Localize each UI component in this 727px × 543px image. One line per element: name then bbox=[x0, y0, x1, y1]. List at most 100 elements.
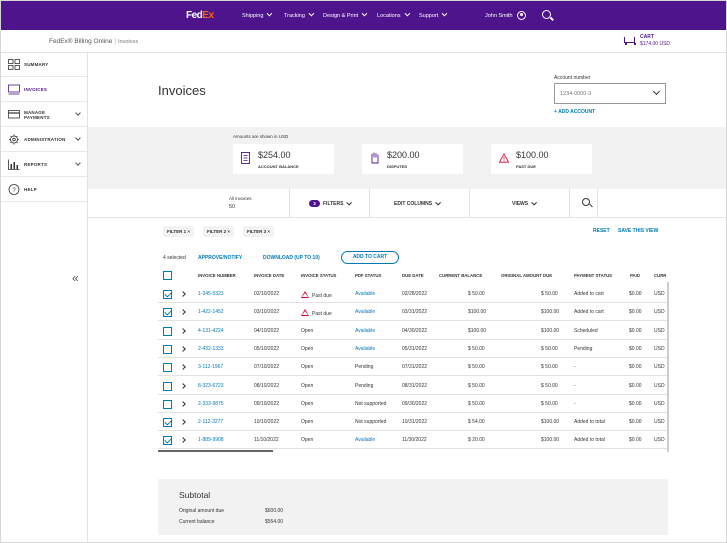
add-to-cart-button[interactable]: ADD TO CART bbox=[341, 251, 399, 264]
horizontal-scroll-indicator[interactable] bbox=[158, 450, 273, 452]
logo-ex: Ex bbox=[202, 10, 214, 21]
breadcrumb-separator: | bbox=[114, 38, 117, 45]
table-row bbox=[158, 322, 668, 340]
invoice-number-link[interactable]: 2-333-9875 bbox=[198, 401, 224, 407]
user-icon[interactable] bbox=[517, 11, 526, 20]
due-date: 02/28/2022 bbox=[402, 291, 427, 297]
fedex-logo[interactable]: FedEx bbox=[186, 10, 214, 21]
invoice-number-link[interactable]: 2-112-3277 bbox=[198, 419, 223, 425]
pdf-status[interactable]: Available bbox=[355, 346, 375, 352]
cart-label[interactable]: CART bbox=[640, 34, 654, 40]
save-view-link[interactable]: SAVE THIS VIEW bbox=[618, 228, 659, 234]
table-row bbox=[158, 431, 668, 449]
chevron-down-icon bbox=[75, 160, 81, 166]
row-checkbox[interactable] bbox=[163, 290, 172, 299]
filter-chip[interactable]: FILTER 1 × bbox=[163, 226, 195, 237]
column-header[interactable]: INVOICE STATUS bbox=[301, 273, 337, 278]
approve-notify-link[interactable]: APPROVE/NOTIFY bbox=[198, 255, 243, 261]
user-menu[interactable]: John Smith bbox=[485, 13, 513, 19]
nav-design-print[interactable]: Design & Print bbox=[323, 10, 368, 19]
invoice-number-link[interactable]: 1-889-9908 bbox=[198, 437, 224, 443]
column-header[interactable]: PDF STATUS bbox=[355, 273, 382, 278]
row-checkbox[interactable] bbox=[163, 327, 172, 336]
collapse-sidebar-icon[interactable]: « bbox=[72, 271, 79, 285]
download-link[interactable]: DOWNLOAD (UP TO 10) bbox=[263, 255, 320, 261]
table-row bbox=[158, 303, 668, 321]
column-header[interactable]: INVOICE NUMBER bbox=[198, 273, 236, 278]
row-checkbox[interactable] bbox=[163, 345, 172, 354]
edit-columns-button[interactable]: EDIT COLUMNS bbox=[394, 199, 441, 207]
column-header[interactable]: DUE DATE bbox=[402, 273, 424, 278]
brand-title[interactable]: FedEx® Billing Online bbox=[49, 38, 113, 45]
row-checkbox[interactable] bbox=[163, 436, 172, 445]
pdf-status-text: Not supported bbox=[355, 419, 387, 425]
table-scrollbar[interactable] bbox=[667, 282, 669, 452]
column-header[interactable]: INVOICE DATE bbox=[254, 273, 285, 278]
filter-chip[interactable]: FILTER 3 × bbox=[243, 226, 275, 237]
payment-status-text: Added to cart bbox=[574, 309, 604, 315]
add-account-link[interactable]: + ADD ACCOUNT bbox=[554, 109, 596, 115]
sidebar-item-reports[interactable]: REPORTS bbox=[1, 153, 87, 177]
pdf-status-text: Pending bbox=[355, 364, 374, 370]
nav-support[interactable]: Support bbox=[419, 10, 448, 19]
invoice-number-link[interactable]: 8-323-6723 bbox=[198, 383, 224, 389]
column-header[interactable]: CURRENT BALANCE bbox=[439, 273, 483, 278]
search-icon[interactable] bbox=[542, 10, 551, 19]
chevron-down-icon bbox=[75, 135, 81, 141]
invoice-number-link[interactable]: 2-432-1333 bbox=[198, 346, 224, 352]
nav-tracking-label: Tracking bbox=[284, 13, 305, 19]
invoice-number-link[interactable]: 1-345-5323 bbox=[198, 291, 224, 297]
invoice-date-text: 11/10/2022 bbox=[254, 437, 279, 443]
row-checkbox[interactable] bbox=[163, 400, 172, 409]
sidebar-item-help[interactable]: ? HELP bbox=[1, 178, 87, 202]
views-button[interactable]: VIEWS bbox=[512, 199, 537, 207]
invoice-number-link[interactable]: 4-131-4224 bbox=[198, 328, 224, 334]
column-header[interactable]: ORIGINAL AMOUNT DUE bbox=[501, 273, 553, 278]
due-date-text: 05/31/2022 bbox=[402, 346, 428, 352]
column-header[interactable]: PAYMENT STATUS bbox=[574, 273, 613, 278]
chevron-down-icon bbox=[361, 10, 368, 17]
currency: USD bbox=[654, 419, 665, 425]
nav-support-label: Support bbox=[419, 13, 439, 19]
filter-count-badge: 3 bbox=[309, 200, 320, 207]
pdf-status[interactable]: Available bbox=[355, 291, 375, 297]
nav-tracking[interactable]: Tracking bbox=[284, 10, 315, 19]
invoice-date: 07/10/2022 bbox=[254, 364, 279, 370]
invoice-number-link[interactable]: 1-422-1452 bbox=[198, 309, 224, 315]
sidebar-item-administration[interactable]: ADMINISTRATION bbox=[1, 128, 87, 152]
reset-link[interactable]: RESET bbox=[593, 228, 610, 234]
payment-status: - bbox=[574, 364, 576, 370]
invoice-number-link-text: 4-131-4224 bbox=[198, 328, 224, 334]
select-all-checkbox[interactable] bbox=[163, 271, 172, 280]
invoice-date: 09/10/2022 bbox=[254, 401, 279, 407]
cart-icon[interactable] bbox=[623, 36, 636, 45]
nav-shipping[interactable]: Shipping bbox=[242, 10, 273, 19]
sidebar-item-summary[interactable]: SUMMARY bbox=[1, 53, 87, 77]
due-date: 03/31/2022 bbox=[402, 309, 427, 315]
column-header[interactable]: PAID bbox=[630, 273, 640, 278]
invoice-number-link-text: 1-889-9908 bbox=[198, 437, 224, 443]
account-number-select[interactable]: 1234-0000-3 bbox=[554, 83, 666, 104]
row-checkbox[interactable] bbox=[163, 308, 172, 317]
sidebar-item-invoices[interactable]: INVOICES bbox=[1, 78, 87, 102]
filter-chip[interactable]: FILTER 2 × bbox=[203, 226, 235, 237]
help-icon: ? bbox=[8, 184, 20, 195]
pdf-status[interactable]: Available bbox=[355, 328, 375, 334]
sidebar-item-manage-payments[interactable]: MANAGE PAYMENTS bbox=[1, 103, 87, 127]
row-checkbox[interactable] bbox=[163, 363, 172, 372]
row-checkbox[interactable] bbox=[163, 418, 172, 427]
table-row bbox=[158, 413, 668, 431]
nav-locations[interactable]: Locations bbox=[377, 10, 410, 19]
pdf-status[interactable]: Available bbox=[355, 437, 375, 443]
paid-amount: $0.00 bbox=[629, 346, 642, 352]
due-date: 11/30/2022 bbox=[402, 437, 427, 443]
pdf-status[interactable]: Available bbox=[355, 309, 375, 315]
divider bbox=[597, 189, 598, 218]
search-icon[interactable] bbox=[582, 198, 590, 206]
filters-button[interactable]: 3 FILTERS bbox=[309, 199, 353, 207]
sidebar-label-line2: PAYMENTS bbox=[24, 115, 50, 120]
invoice-number-link[interactable]: 3-112-1967 bbox=[198, 364, 223, 370]
row-checkbox[interactable] bbox=[163, 382, 172, 391]
currency-text: USD bbox=[654, 437, 665, 443]
column-header[interactable]: CURR bbox=[654, 273, 667, 278]
